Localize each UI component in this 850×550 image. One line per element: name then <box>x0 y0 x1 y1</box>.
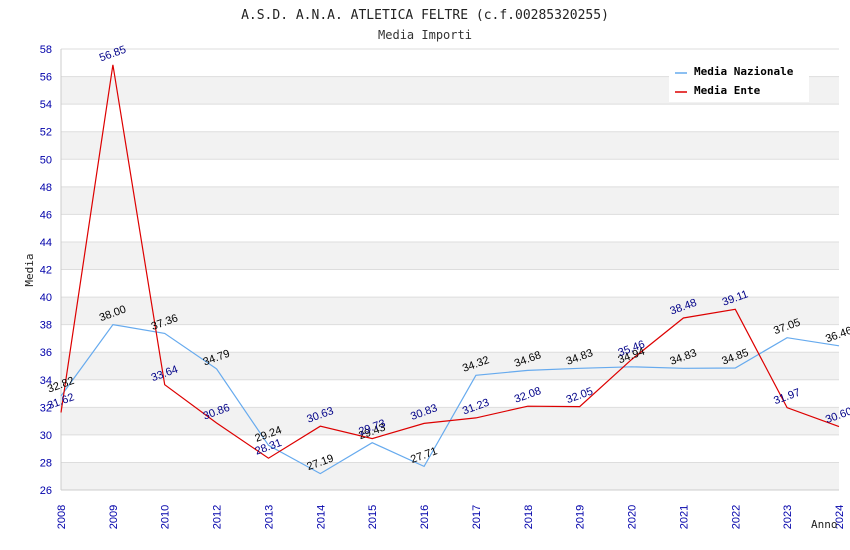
x-axis-label: Anno <box>811 518 838 531</box>
data-label-ente: 32.05 <box>565 385 595 406</box>
legend-box <box>669 60 809 102</box>
legend-label-ente: Media Ente <box>694 84 761 97</box>
y-tick-label: 54 <box>40 99 52 111</box>
y-tick-label: 30 <box>40 430 52 442</box>
grid-band <box>61 297 839 325</box>
y-tick-label: 48 <box>40 182 52 194</box>
data-label-ente: 31.97 <box>772 387 802 408</box>
x-tick-labels: 2008 2009 2010 2012 2013 2014 2015 2016 2017 2018… <box>56 505 846 529</box>
y-tick-label: 52 <box>40 127 52 139</box>
x-tick-label: 2014 <box>315 505 327 529</box>
legend-label-nazionale: Media Nazionale <box>694 65 794 78</box>
x-tick-label: 2018 <box>523 505 535 529</box>
x-tick-label: 2019 <box>575 505 587 529</box>
x-tick-label: 2016 <box>419 505 431 529</box>
grid-band <box>61 462 839 490</box>
y-tick-label: 34 <box>40 375 52 387</box>
y-tick-label: 28 <box>40 457 52 469</box>
chart-title: A.S.D. A.N.A. ATLETICA FELTRE (c.f.00285… <box>241 8 609 23</box>
x-tick-label: 2023 <box>782 505 794 529</box>
x-tick-label: 2021 <box>678 505 690 529</box>
x-tick-label: 2015 <box>367 505 379 529</box>
grid-band <box>61 186 839 215</box>
legend: Media Nazionale Media Ente <box>669 60 809 102</box>
data-label-ente: 32.08 <box>513 385 543 406</box>
chart-subtitle: Media Importi <box>378 28 472 42</box>
x-tick-label: 2010 <box>160 505 172 529</box>
x-tick-label: 2009 <box>108 505 120 529</box>
grid-bands <box>61 76 839 490</box>
x-tick-label: 2017 <box>471 505 483 529</box>
data-label-ente: 56.85 <box>98 44 128 65</box>
x-tick-label: 2020 <box>627 505 639 529</box>
y-tick-label: 46 <box>40 209 52 221</box>
y-tick-label: 42 <box>40 265 52 277</box>
y-tick-label: 26 <box>40 485 52 497</box>
y-tick-label: 58 <box>40 44 52 56</box>
x-tick-label: 2024 <box>834 505 846 529</box>
data-label-nazionale: 36.46 <box>824 325 850 346</box>
y-tick-labels: 26 28 30 32 34 36 38 40 42 44 46 48 50 52 54 56 58 <box>40 44 52 497</box>
grid-band <box>61 131 839 160</box>
grid-band <box>61 352 839 380</box>
x-tick-label: 2013 <box>263 505 275 529</box>
x-tick-label: 2008 <box>56 505 68 529</box>
y-axis-label: Media <box>23 253 36 286</box>
y-tick-label: 44 <box>40 237 52 249</box>
y-tick-label: 32 <box>40 402 52 414</box>
series-line-ente <box>60 64 840 459</box>
y-tick-label: 38 <box>40 320 52 332</box>
series-lines <box>60 64 840 475</box>
y-tick-label: 56 <box>40 72 52 84</box>
x-tick-label: 2022 <box>730 505 742 529</box>
series-line-nazionale <box>60 323 840 475</box>
grid-band <box>61 241 839 270</box>
axes <box>60 49 839 491</box>
y-tick-label: 36 <box>40 347 52 359</box>
x-tick-label: 2012 <box>212 505 224 529</box>
y-tick-label: 40 <box>40 292 52 304</box>
y-tick-label: 50 <box>40 154 52 166</box>
